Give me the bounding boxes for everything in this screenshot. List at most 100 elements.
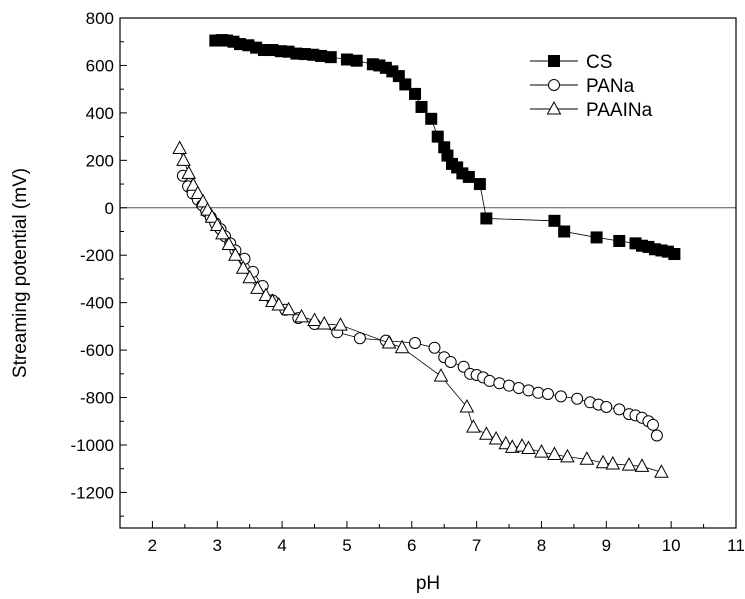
data-point-paaina	[258, 287, 274, 302]
series-paaina	[172, 140, 669, 478]
data-point-paaina	[307, 312, 322, 326]
data-point-paaina	[235, 260, 251, 274]
data-point-paaina	[209, 217, 225, 232]
series-line-paaina	[179, 148, 662, 473]
x-tick-label: 4	[277, 536, 286, 555]
data-point-pana	[493, 377, 506, 390]
data-point-pana	[571, 392, 584, 405]
data-point-paaina	[281, 301, 296, 316]
data-point-paaina	[547, 446, 562, 460]
legend-item-cs: CS	[530, 52, 612, 73]
data-point-paaina	[459, 398, 475, 413]
data-point-pana	[650, 429, 663, 442]
data-point-cs	[613, 234, 626, 247]
x-tick-label: 9	[602, 536, 611, 555]
data-point-paaina	[215, 225, 230, 240]
data-point-paaina	[381, 334, 397, 349]
data-point-paaina	[560, 448, 575, 463]
data-point-paaina	[204, 209, 220, 223]
y-tick-label: -400	[80, 294, 114, 313]
data-point-paaina	[394, 339, 410, 354]
legend-item-pana: PANa	[530, 76, 635, 97]
data-point-paaina	[605, 455, 621, 470]
data-point-cs	[590, 231, 603, 244]
data-point-paaina	[195, 193, 211, 208]
axis-layer: 2 3 4 5 6 7 8 9 10 11 800 600 400 200 0 -200 -400 -600 -80…	[71, 9, 745, 555]
data-point-pana	[409, 336, 422, 349]
y-tick-label: -600	[80, 341, 114, 360]
data-point-cs	[668, 248, 681, 261]
data-point-cs	[399, 78, 412, 91]
data-point-paaina	[221, 236, 237, 251]
series-line-pana	[182, 175, 658, 436]
data-point-pana	[444, 355, 457, 368]
x-tick-label: 5	[342, 536, 351, 555]
data-point-paaina	[634, 458, 650, 472]
data-point-paaina	[534, 444, 549, 458]
data-point-paaina	[433, 368, 449, 382]
data-point-paaina	[271, 296, 287, 311]
data-point-paaina	[242, 269, 258, 284]
data-point-cs	[340, 53, 353, 66]
series-pana	[176, 169, 663, 442]
series-layer	[172, 34, 681, 478]
data-point-paaina	[181, 165, 197, 179]
data-point-cs	[350, 54, 363, 67]
legend-marker-cs	[548, 55, 560, 67]
data-point-paaina	[185, 177, 201, 191]
data-point-pana	[503, 379, 516, 392]
data-point-paaina	[466, 419, 481, 433]
y-tick-label: 0	[105, 199, 114, 218]
legend-label-pana: PANa	[586, 76, 635, 97]
data-point-pana	[512, 382, 525, 395]
legend-marker-pana	[548, 79, 560, 91]
data-point-cs	[379, 61, 392, 74]
legend-item-paaina: PAAINa	[530, 100, 653, 121]
data-point-pana	[428, 341, 441, 354]
data-point-paaina	[333, 317, 348, 331]
data-point-pana	[600, 401, 613, 414]
data-point-paaina	[521, 440, 536, 455]
plot-frame	[119, 17, 737, 529]
y-tick-label: 800	[86, 9, 114, 28]
legend-label-paaina: PAAINa	[586, 100, 653, 121]
series-cs	[209, 34, 681, 261]
data-point-paaina	[654, 464, 669, 478]
legend: CS PANa PAAINa	[530, 52, 653, 121]
data-point-cs	[473, 178, 486, 191]
data-point-cs	[409, 87, 422, 100]
data-point-cs	[548, 214, 561, 227]
y-axis-title: Streaming potential (mV)	[10, 168, 31, 378]
x-tick-label: 6	[407, 536, 416, 555]
data-point-paaina	[228, 247, 243, 261]
y-tick-label: 200	[86, 151, 114, 170]
data-point-pana	[522, 384, 535, 397]
data-point-pana	[483, 374, 496, 387]
data-point-cs	[558, 225, 571, 238]
y-tick-label: -1000	[71, 436, 114, 455]
data-point-cs	[462, 170, 475, 183]
data-point-paaina	[579, 451, 595, 465]
data-point-paaina	[479, 426, 494, 440]
data-point-cs	[315, 49, 328, 62]
data-point-pana	[647, 418, 660, 431]
data-point-cs	[480, 212, 493, 225]
data-point-pana	[554, 390, 567, 403]
data-point-pana	[353, 332, 366, 345]
x-tick-label: 8	[537, 536, 546, 555]
y-tick-label: -200	[80, 246, 114, 265]
y-tick-label: 400	[86, 104, 114, 123]
legend-label-cs: CS	[586, 52, 612, 73]
data-point-pana	[613, 403, 626, 416]
x-tick-label: 7	[472, 536, 481, 555]
data-point-paaina	[294, 308, 309, 323]
data-point-paaina	[621, 457, 637, 471]
y-tick-label: -800	[80, 389, 114, 408]
x-tick-label: 2	[148, 536, 157, 555]
legend-marker-paaina	[546, 100, 562, 115]
data-point-paaina	[595, 454, 611, 469]
data-point-paaina	[316, 315, 332, 330]
data-point-cs	[415, 100, 428, 113]
data-point-paaina	[504, 439, 520, 453]
